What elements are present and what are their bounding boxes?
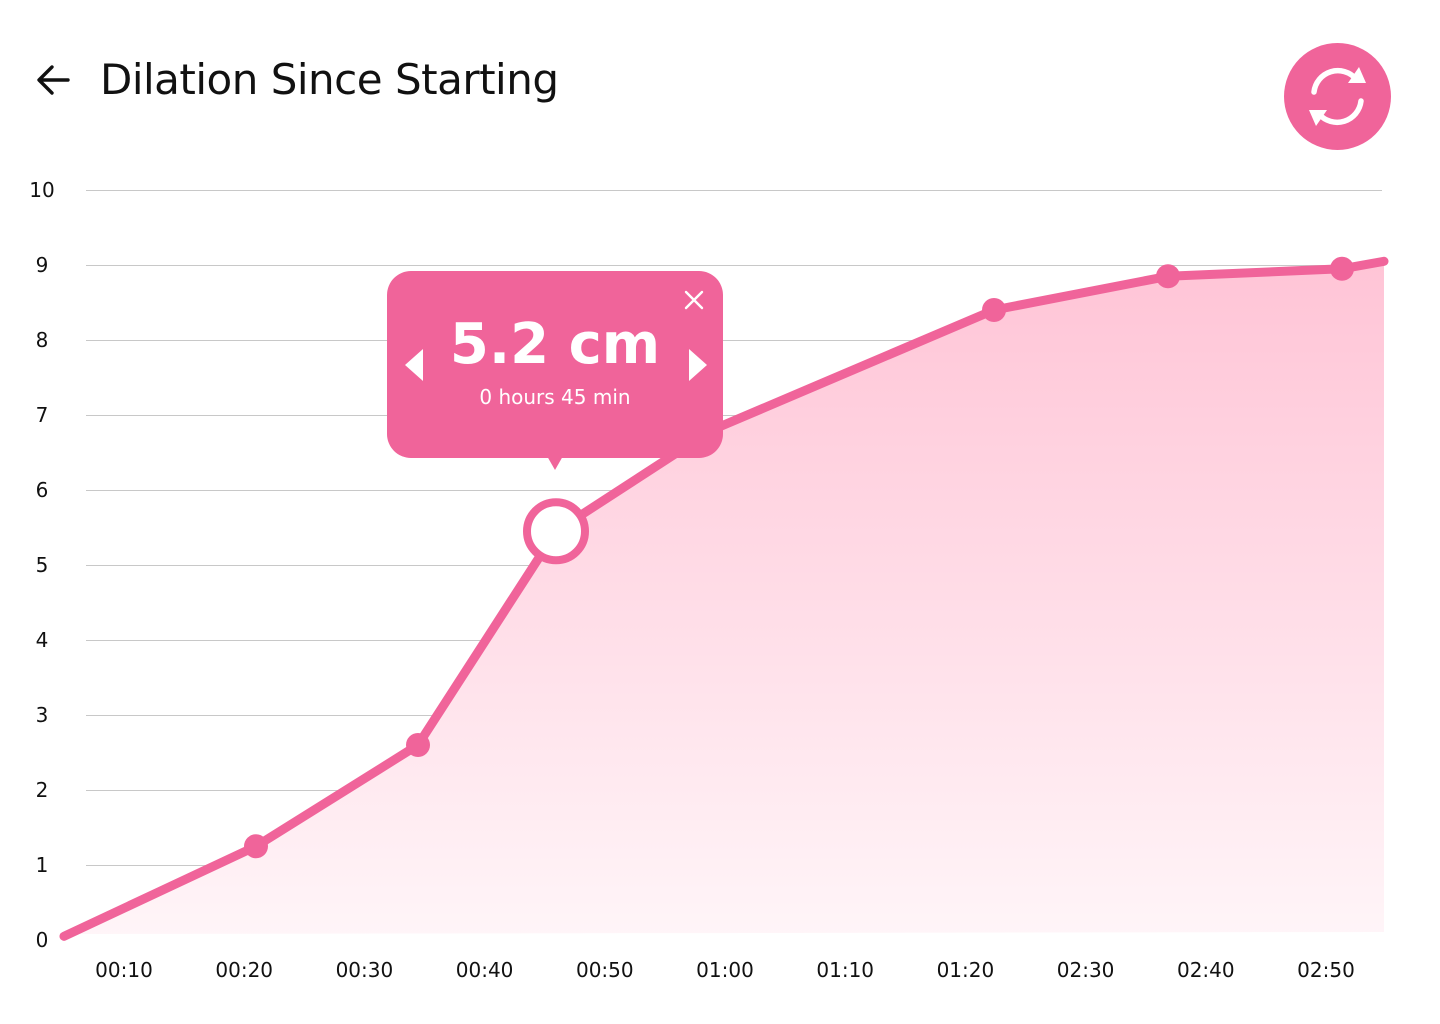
y-tick-label: 10 xyxy=(29,178,54,202)
tooltip-next-button[interactable] xyxy=(683,347,713,383)
y-tick-label: 9 xyxy=(36,253,49,277)
page-title: Dilation Since Starting xyxy=(100,55,559,104)
back-button[interactable] xyxy=(32,58,76,102)
data-point[interactable] xyxy=(244,834,268,859)
tooltip-pointer xyxy=(547,456,563,470)
y-tick-label: 8 xyxy=(36,328,49,352)
x-tick-label: 00:30 xyxy=(336,958,394,982)
selected-data-point[interactable] xyxy=(523,498,589,565)
y-tick-label: 2 xyxy=(36,778,49,802)
x-tick-label: 00:50 xyxy=(576,958,634,982)
refresh-icon xyxy=(1309,67,1366,126)
tooltip-previous-button[interactable] xyxy=(399,347,429,383)
x-tick-label: 01:00 xyxy=(696,958,754,982)
data-point[interactable] xyxy=(982,298,1006,322)
caret-right-icon xyxy=(689,349,707,381)
arrow-left-icon xyxy=(37,65,70,95)
x-tick-label: 00:20 xyxy=(215,958,273,982)
x-tick-label: 02:40 xyxy=(1177,958,1235,982)
data-point[interactable] xyxy=(1330,256,1354,281)
tooltip-close-button[interactable] xyxy=(680,286,708,314)
caret-left-icon xyxy=(405,349,423,381)
refresh-button[interactable] xyxy=(1284,43,1391,150)
value-tooltip: 5.2 cm 0 hours 45 min xyxy=(387,271,723,470)
area-fill xyxy=(64,261,1384,937)
data-point[interactable] xyxy=(1156,264,1180,289)
x-tick-label: 02:50 xyxy=(1297,958,1355,982)
data-point[interactable] xyxy=(406,733,430,757)
x-tick-label: 02:30 xyxy=(1057,958,1115,982)
y-tick-label: 3 xyxy=(36,703,49,727)
x-tick-label: 01:20 xyxy=(937,958,995,982)
header: Dilation Since Starting xyxy=(0,0,1440,160)
tooltip-duration: 0 hours 45 min xyxy=(479,385,631,409)
close-icon xyxy=(684,290,704,310)
y-tick-label: 4 xyxy=(36,628,49,652)
y-tick-label: 0 xyxy=(36,928,49,952)
y-tick-label: 5 xyxy=(36,553,49,577)
y-tick-label: 7 xyxy=(36,403,49,427)
y-tick-label: 6 xyxy=(36,478,49,502)
y-tick-label: 1 xyxy=(36,853,49,877)
tooltip-value: 5.2 cm xyxy=(449,312,661,377)
x-tick-label: 00:10 xyxy=(95,958,153,982)
x-tick-label: 01:10 xyxy=(816,958,874,982)
x-tick-label: 00:40 xyxy=(456,958,514,982)
